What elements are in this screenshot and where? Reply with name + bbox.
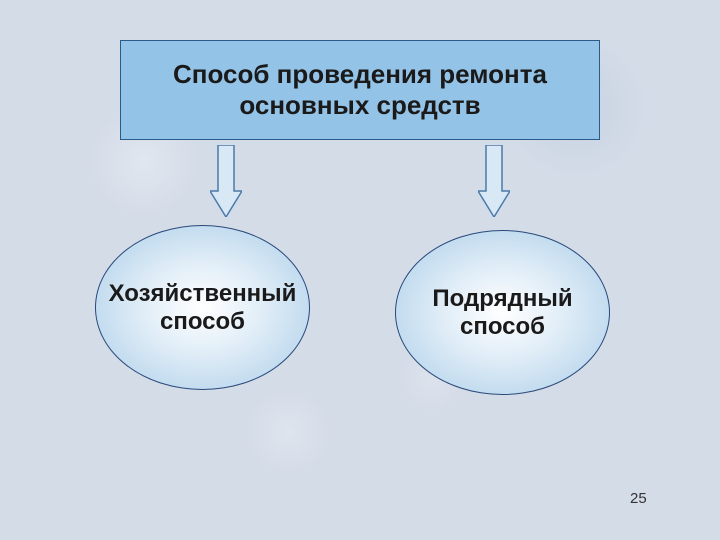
title-text: Способ проведения ремонта основных средс…	[141, 59, 579, 121]
ellipse-right: Подрядный способ	[395, 230, 610, 395]
ellipse-right-text: Подрядный способ	[396, 285, 609, 341]
arrow-left	[210, 145, 242, 217]
page-number: 25	[630, 490, 647, 507]
ellipse-left-text: Хозяйственный способ	[91, 280, 315, 336]
arrow-right	[478, 145, 510, 217]
ellipse-left: Хозяйственный способ	[95, 225, 310, 390]
title-box: Способ проведения ремонта основных средс…	[120, 40, 600, 140]
